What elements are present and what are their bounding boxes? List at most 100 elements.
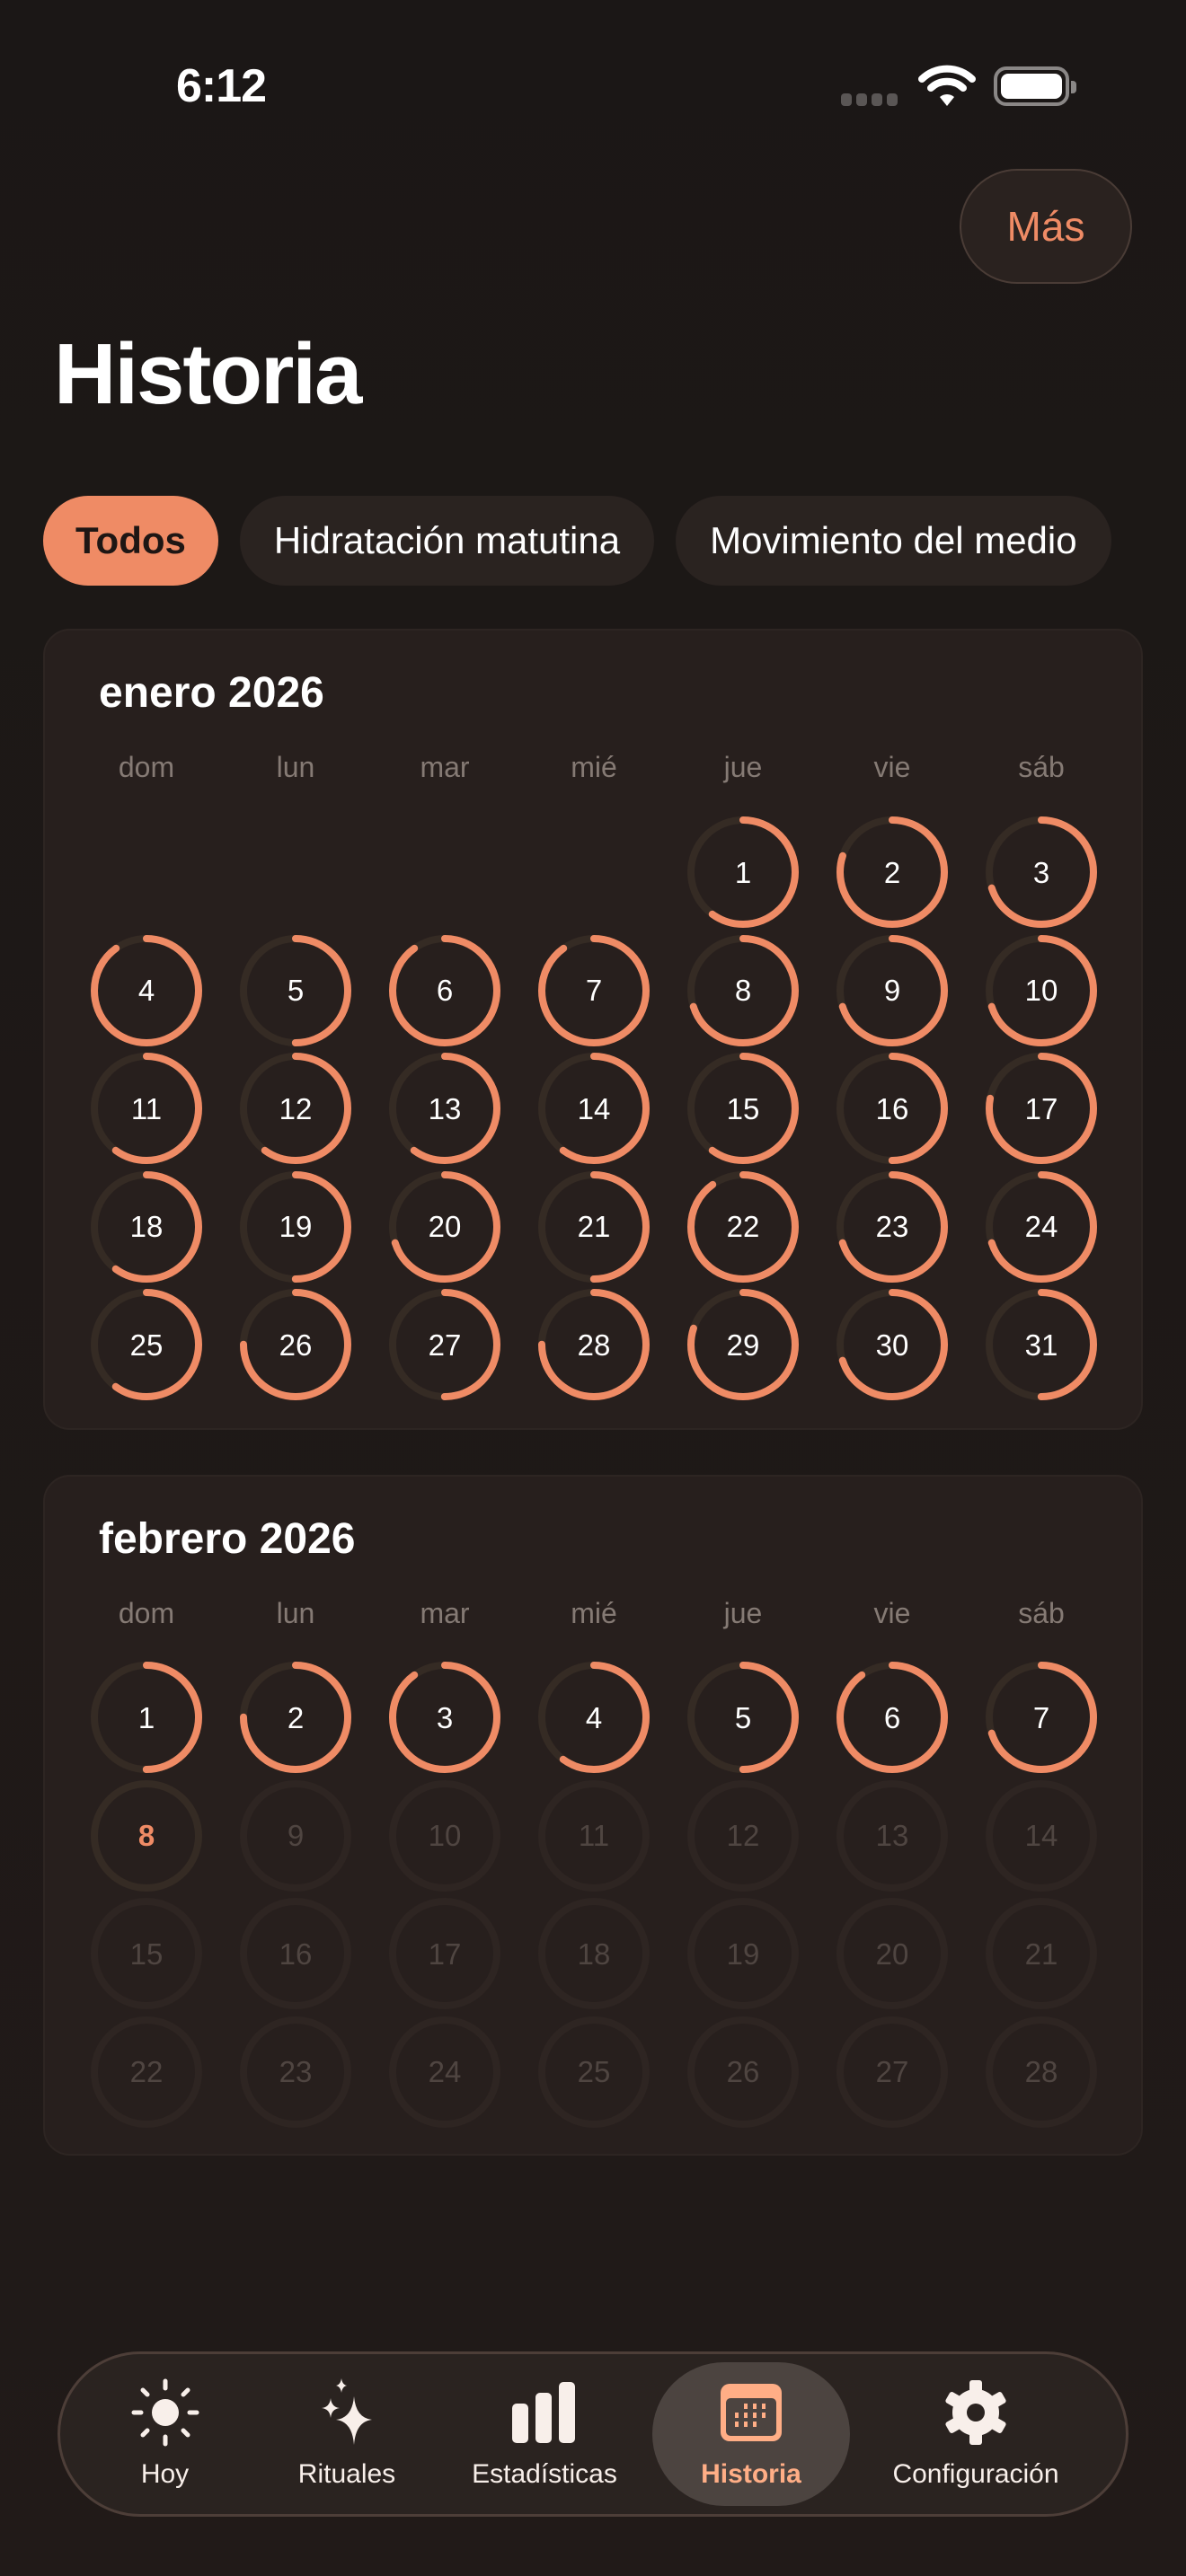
day-cell[interactable]: 19	[221, 1169, 370, 1287]
day-cell[interactable]: 1	[72, 1659, 221, 1778]
day-cell[interactable]: 27	[818, 2014, 967, 2132]
day-cell[interactable]: 24	[370, 2014, 519, 2132]
weekday-header: dom lun mar mié jue vie sáb	[45, 1597, 1141, 1630]
tab-hoy[interactable]: Hoy	[73, 2362, 257, 2506]
day-cell[interactable]: 17	[370, 1895, 519, 2014]
day-cell[interactable]: 30	[818, 1286, 967, 1405]
day-cell[interactable]: 4	[72, 932, 221, 1051]
day-cell[interactable]: 20	[818, 1895, 967, 2014]
filter-chip-todos[interactable]: Todos	[43, 496, 218, 586]
day-cell[interactable]: 9	[818, 932, 967, 1051]
filter-chips[interactable]: Todos Hidratación matutina Movimiento de…	[43, 496, 1143, 586]
progress-ring	[986, 1779, 1097, 1892]
battery-icon	[994, 66, 1076, 106]
progress-ring	[687, 2016, 799, 2128]
day-cell[interactable]: 9	[221, 1778, 370, 1896]
progress-ring-fill	[538, 1289, 650, 1400]
day-cell[interactable]: 18	[72, 1169, 221, 1287]
day-number: 19	[279, 1210, 313, 1244]
day-cell[interactable]: 14	[519, 1050, 668, 1169]
progress-ring	[91, 1898, 202, 2009]
day-cell[interactable]: 7	[519, 932, 668, 1051]
weekday-label: mar	[420, 1597, 470, 1629]
day-cell[interactable]: 25	[519, 2014, 668, 2132]
day-cell[interactable]: 16	[818, 1050, 967, 1169]
day-cell[interactable]: 8	[72, 1778, 221, 1896]
day-cell[interactable]: 25	[72, 1286, 221, 1405]
filter-chip-hidratacion[interactable]: Hidratación matutina	[239, 496, 655, 586]
day-cell[interactable]: 19	[668, 1895, 818, 2014]
day-cell[interactable]: 22	[72, 2014, 221, 2132]
progress-ring	[836, 1898, 948, 2009]
progress-ring	[836, 2016, 948, 2128]
day-cell[interactable]: 6	[818, 1659, 967, 1778]
tab-historia[interactable]: Historia	[652, 2362, 850, 2506]
day-cell[interactable]: 14	[967, 1778, 1116, 1896]
progress-ring-fill	[91, 934, 202, 1046]
day-cell[interactable]: 1	[668, 814, 818, 932]
day-cell[interactable]: 5	[668, 1659, 818, 1778]
progress-ring	[538, 2016, 650, 2128]
day-cell[interactable]: 12	[221, 1050, 370, 1169]
day-number: 9	[883, 974, 901, 1008]
day-number: 6	[436, 974, 454, 1008]
progress-ring-track	[986, 2016, 1097, 2128]
day-cell[interactable]: 28	[519, 1286, 668, 1405]
day-cell[interactable]: 29	[668, 1286, 818, 1405]
day-cell[interactable]: 12	[668, 1778, 818, 1896]
day-cell[interactable]: 15	[668, 1050, 818, 1169]
progress-ring	[538, 1779, 650, 1892]
day-cell[interactable]: 3	[370, 1659, 519, 1778]
day-cell[interactable]: 27	[370, 1286, 519, 1405]
day-cell[interactable]: 4	[519, 1659, 668, 1778]
day-cell[interactable]: 15	[72, 1895, 221, 2014]
day-number: 15	[726, 1091, 760, 1125]
day-cell[interactable]: 31	[967, 1286, 1116, 1405]
day-cell[interactable]: 6	[370, 932, 519, 1051]
tab-rituales[interactable]: Rituales	[257, 2362, 437, 2506]
day-number: 11	[130, 1091, 163, 1125]
day-cell[interactable]: 21	[519, 1169, 668, 1287]
tab-configuracion[interactable]: Configuración	[850, 2362, 1102, 2506]
day-cell[interactable]: 11	[72, 1050, 221, 1169]
empty-cell	[370, 814, 519, 932]
day-cell[interactable]: 20	[370, 1169, 519, 1287]
progress-ring-fill	[389, 1662, 500, 1773]
filter-chip-movimiento[interactable]: Movimiento del medio	[676, 496, 1111, 586]
day-cell[interactable]: 2	[818, 814, 967, 932]
day-cell[interactable]: 8	[668, 932, 818, 1051]
progress-ring-fill	[836, 1053, 948, 1164]
day-cell[interactable]: 2	[221, 1659, 370, 1778]
day-cell[interactable]: 10	[967, 932, 1116, 1051]
more-button[interactable]: Más	[960, 169, 1132, 284]
day-number: 24	[1024, 1210, 1058, 1244]
day-cell[interactable]: 7	[967, 1659, 1116, 1778]
progress-ring	[836, 1170, 948, 1283]
day-cell[interactable]: 22	[668, 1169, 818, 1287]
day-cell[interactable]: 17	[967, 1050, 1116, 1169]
day-cell[interactable]: 23	[221, 2014, 370, 2132]
tab-estadisticas[interactable]: Estadísticas	[437, 2362, 652, 2506]
tab-label: Configuración	[892, 2459, 1059, 2489]
progress-ring-track	[687, 2016, 799, 2128]
day-cell[interactable]: 21	[967, 1895, 1116, 2014]
day-cell[interactable]: 26	[221, 1286, 370, 1405]
day-cell[interactable]: 16	[221, 1895, 370, 2014]
day-cell[interactable]: 3	[967, 814, 1116, 932]
day-cell[interactable]: 11	[519, 1778, 668, 1896]
day-number: 21	[1024, 1936, 1058, 1971]
day-cell[interactable]: 24	[967, 1169, 1116, 1287]
day-cell[interactable]: 13	[818, 1778, 967, 1896]
day-cell[interactable]: 5	[221, 932, 370, 1051]
day-cell[interactable]: 28	[967, 2014, 1116, 2132]
progress-ring-track	[687, 1898, 799, 2009]
day-cell[interactable]: 26	[668, 2014, 818, 2132]
day-number: 6	[883, 1700, 901, 1734]
weekday-label: mié	[571, 751, 617, 783]
progress-ring-fill	[687, 934, 799, 1046]
day-cell[interactable]: 23	[818, 1169, 967, 1287]
day-cell[interactable]: 18	[519, 1895, 668, 2014]
day-cell[interactable]: 13	[370, 1050, 519, 1169]
progress-ring-fill	[389, 1170, 500, 1283]
day-cell[interactable]: 10	[370, 1778, 519, 1896]
